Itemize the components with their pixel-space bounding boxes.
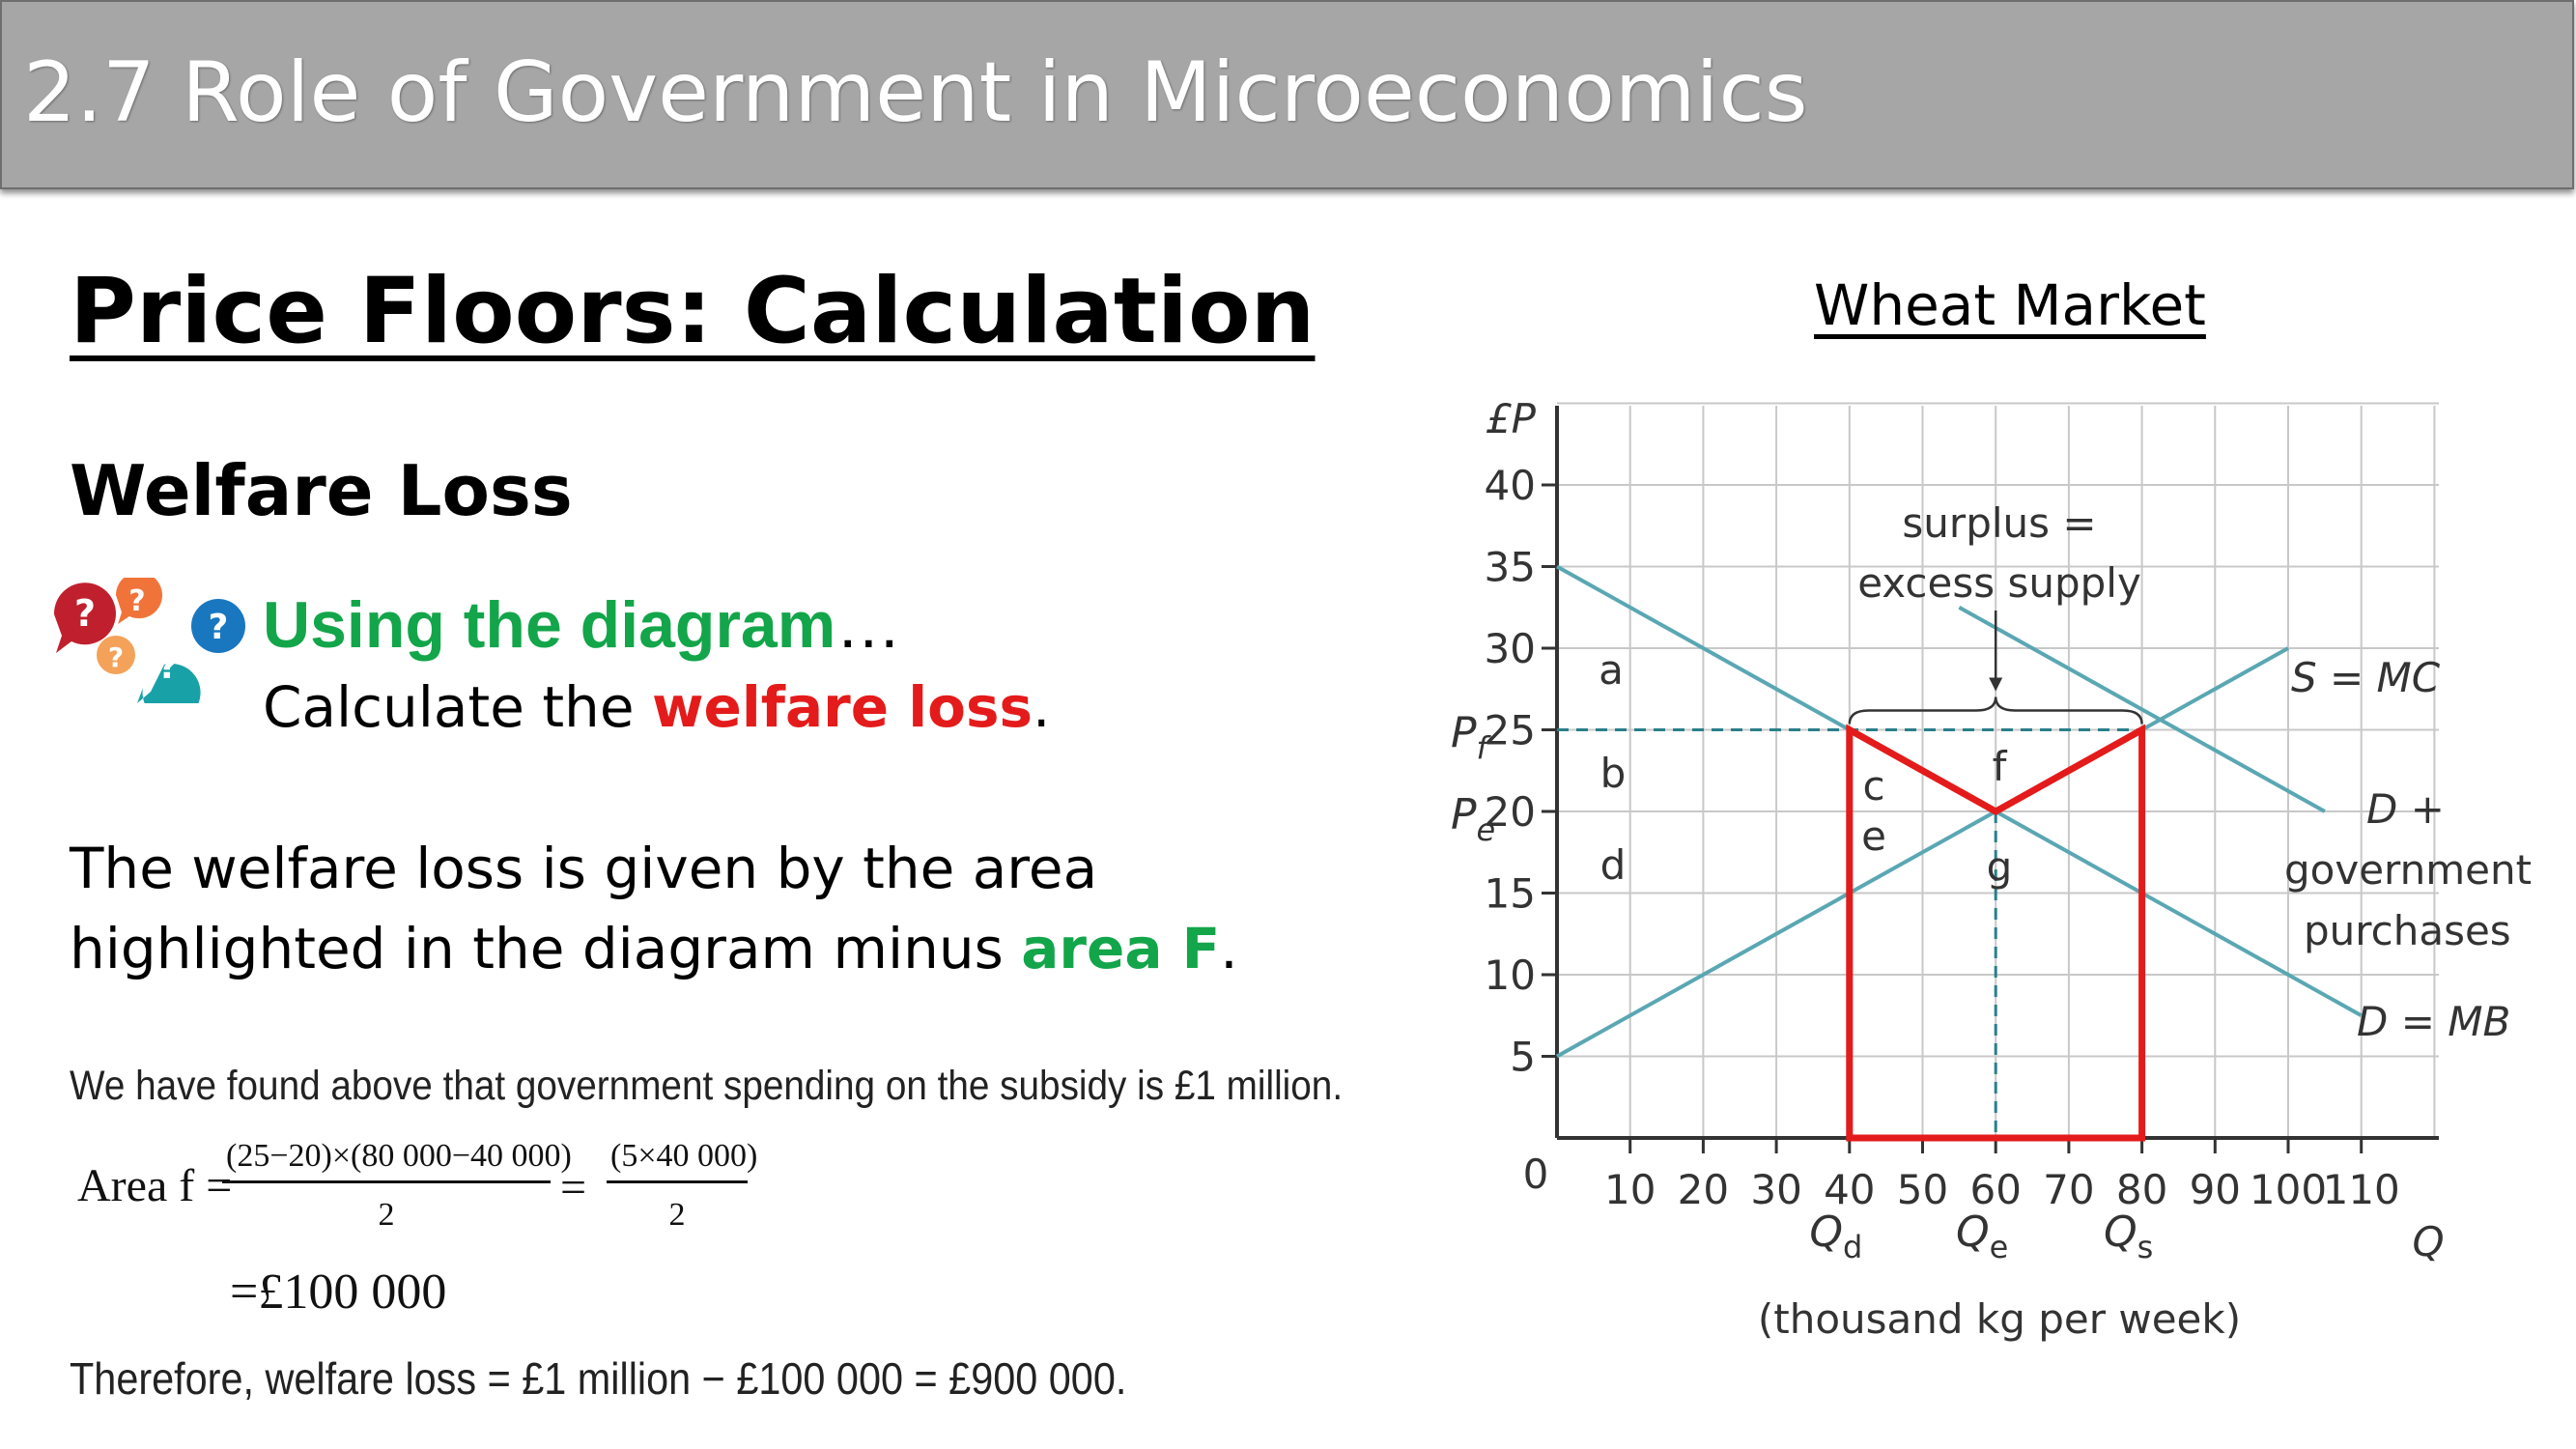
welfare-loss-highlight	[1846, 724, 2146, 1142]
price-equilibrium-label: Pe	[1451, 790, 1495, 848]
svg-text:?: ?	[209, 608, 229, 647]
y-tick-label: 10	[1485, 952, 1536, 999]
x-tick-label: 50	[1897, 1166, 1948, 1213]
y-tick-label: 5	[1510, 1034, 1536, 1081]
origin-label: 0	[1523, 1151, 1549, 1198]
explanation-suffix: .	[1220, 916, 1238, 981]
section-subtitle: Welfare Loss	[70, 450, 573, 531]
welfare-loss-conclusion: Therefore, welfare loss = £1 million − £…	[70, 1353, 1127, 1404]
supply-curve-label: S = MC	[2291, 654, 2441, 701]
supply-curve	[1556, 646, 2289, 1059]
x-axis-unit-label: (thousand kg per week)	[1758, 1295, 2241, 1343]
prompt-instruction: Calculate the welfare loss.	[263, 674, 1050, 740]
prompt-ellipsis: …	[835, 588, 902, 662]
quantity-subscript-qd: d	[1843, 1229, 1862, 1265]
y-tick-label: 25	[1485, 707, 1536, 754]
demand-gov-label-line3: purchases	[2304, 907, 2511, 954]
demand-plus-government-curve	[1958, 606, 2326, 813]
question-speech-bubbles-icon: ? ? ? ? ?	[53, 578, 245, 703]
welfare-loss-outline	[1846, 724, 2146, 1142]
surplus-label-line1: surplus =	[1902, 499, 2096, 547]
y-tick-label: 40	[1485, 462, 1536, 509]
fraction-1-bar	[222, 1180, 551, 1183]
svg-text:?: ?	[74, 592, 96, 635]
demand-gov-label-line2: government	[2284, 846, 2532, 894]
quantity-subscript-qs: s	[2137, 1229, 2154, 1265]
x-tick-label: 30	[1750, 1166, 1801, 1213]
x-tick-label: 110	[2323, 1166, 2400, 1213]
x-tick-label: 100	[2250, 1166, 2327, 1213]
quantity-label-qd: Qd	[1809, 1208, 1862, 1265]
y-tick-label: 20	[1485, 788, 1536, 836]
quantity-label-qe: Qe	[1956, 1208, 2008, 1265]
demand-curve-label: D = MB	[2357, 998, 2510, 1045]
demand-gov-label-line1: D +	[2366, 785, 2445, 833]
area-label-g: g	[1987, 843, 2013, 891]
surplus-arrow-head	[1989, 677, 2003, 692]
x-tick-label: 80	[2116, 1166, 2167, 1213]
area-label-e: e	[1861, 812, 1886, 860]
quantity-label-qs: Qs	[2104, 1208, 2153, 1265]
area-label-a: a	[1599, 646, 1624, 694]
x-tick-label: 20	[1678, 1166, 1729, 1213]
prompt-heading-text: Using the diagram	[263, 588, 836, 662]
fraction-1: (25−20)×(80 000−40 000) 2	[222, 1138, 572, 1234]
calculation-intro: We have found above that government spen…	[70, 1063, 1344, 1109]
surplus-brace	[1848, 696, 2143, 724]
fraction-2-denominator: 2	[668, 1197, 686, 1233]
y-axis-title: £P	[1486, 395, 1537, 442]
area-label-c: c	[1862, 762, 1884, 810]
area-label-f: f	[1993, 743, 2008, 790]
svg-text:?: ?	[158, 647, 179, 687]
prompt-suffix: .	[1033, 674, 1051, 740]
header-bar: 2.7 Role of Government in Microeconomics	[0, 0, 2574, 189]
prompt-prefix: Calculate the	[263, 674, 652, 740]
area-label-d: d	[1600, 841, 1627, 889]
equals-sign: =	[560, 1162, 587, 1213]
explanation-part1: The welfare loss is given by the area hi…	[70, 836, 1098, 981]
x-axis-title: Q	[2412, 1218, 2444, 1265]
fraction-2: (5×40 000) 2	[607, 1138, 758, 1234]
x-tick-label: 40	[1824, 1166, 1875, 1213]
page-title: Price Floors: Calculation	[70, 259, 1316, 364]
slide-section-title: 2.7 Role of Government in Microeconomics	[23, 44, 1808, 141]
fraction-2-bar	[607, 1180, 748, 1183]
explanation-text: The welfare loss is given by the area hi…	[70, 829, 1364, 989]
quantity-subscript-qe: e	[1990, 1229, 2009, 1265]
y-tick-label: 30	[1485, 625, 1536, 672]
fraction-2-numerator: (5×40 000)	[610, 1138, 758, 1174]
x-tick-label: 10	[1604, 1166, 1656, 1213]
curves	[1556, 564, 2363, 1138]
fraction-1-numerator: (25−20)×(80 000−40 000)	[226, 1138, 572, 1174]
svg-text:?: ?	[108, 641, 124, 673]
area-f-result: =£100 000	[230, 1264, 447, 1320]
surplus-label-line2: excess supply	[1857, 559, 2141, 607]
diagram-title: Wheat Market	[1814, 272, 2206, 338]
y-tick-label: 15	[1485, 870, 1536, 918]
svg-text:?: ?	[128, 584, 145, 618]
explanation-highlight: area F	[1021, 916, 1221, 981]
prompt-highlight: welfare loss	[651, 674, 1033, 740]
x-tick-label: 60	[1969, 1166, 2021, 1213]
fraction-1-denominator: 2	[378, 1197, 395, 1233]
y-tick-label: 35	[1485, 544, 1536, 591]
prompt-heading: Using the diagram…	[263, 587, 901, 663]
x-tick-label: 90	[2190, 1166, 2241, 1213]
price-equilibrium-subscript: e	[1477, 811, 1496, 848]
x-tick-label: 70	[2043, 1166, 2094, 1213]
area-label-b: b	[1600, 750, 1627, 797]
grid	[1557, 402, 2439, 1138]
area-f-label: Area f =	[77, 1160, 233, 1211]
